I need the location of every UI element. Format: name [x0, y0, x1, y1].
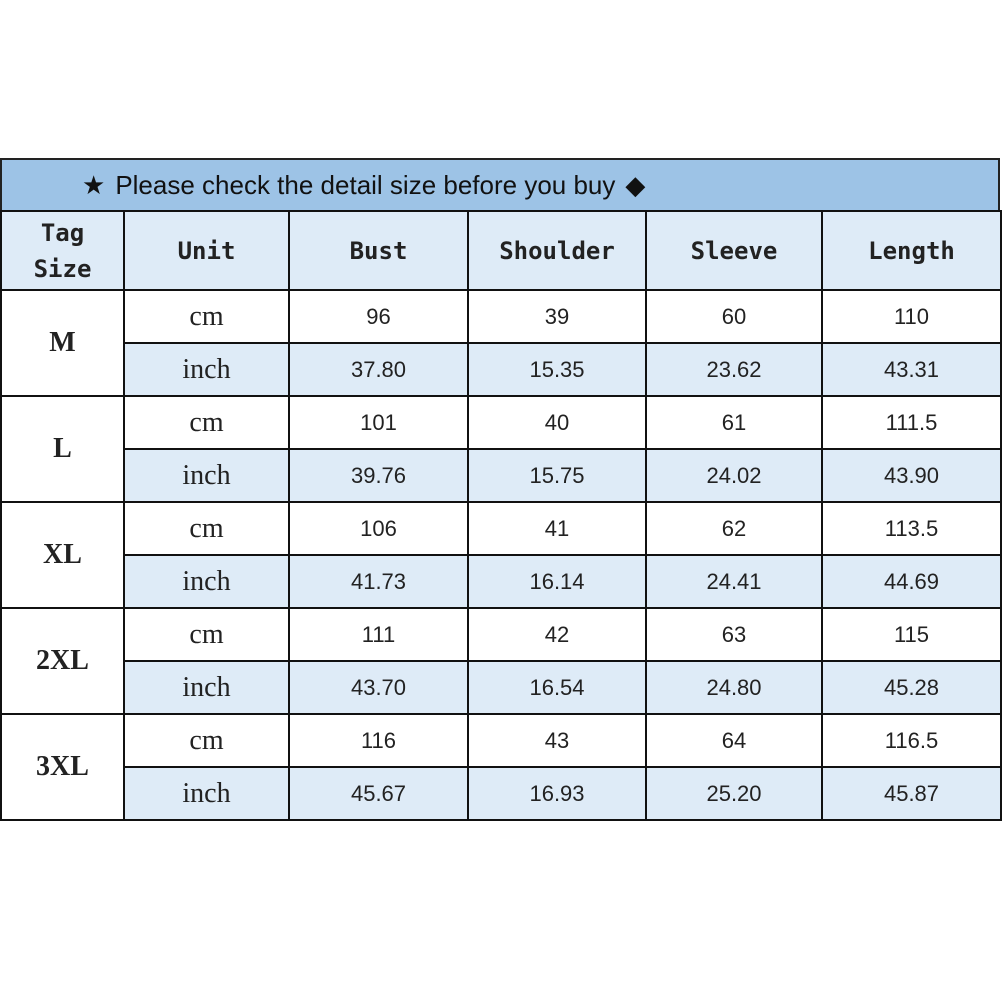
measurement-cell: 111: [288, 607, 469, 662]
size-chart-title: ★ Please check the detail size before yo…: [0, 158, 1000, 210]
size-label: L: [0, 395, 125, 503]
measurement-cell: 39: [467, 289, 647, 344]
unit-cell: cm: [123, 289, 290, 344]
header-bust: Bust: [288, 210, 469, 291]
measurement-cell: 25.20: [645, 766, 823, 821]
measurement-cell: 64: [645, 713, 823, 768]
header-shoulder: Shoulder: [467, 210, 647, 291]
measurement-cell: 45.28: [821, 660, 1002, 715]
measurement-cell: 115: [821, 607, 1002, 662]
unit-cell: cm: [123, 395, 290, 450]
table-row-inch: inch 45.67 16.93 25.20 45.87: [1, 766, 1002, 821]
measurement-cell: 16.54: [467, 660, 647, 715]
measurement-cell: 63: [645, 607, 823, 662]
measurement-cell: 15.35: [467, 342, 647, 397]
size-chart: ★ Please check the detail size before yo…: [0, 158, 1002, 821]
header-tag-size: Tag Size: [0, 210, 125, 291]
measurement-cell: 40: [467, 395, 647, 450]
measurement-cell: 24.02: [645, 448, 823, 503]
measurement-cell: 45.67: [288, 766, 469, 821]
unit-cell: inch: [123, 660, 290, 715]
measurement-cell: 41: [467, 501, 647, 556]
size-label: 2XL: [0, 607, 125, 715]
unit-cell: cm: [123, 713, 290, 768]
measurement-cell: 111.5: [821, 395, 1002, 450]
header-length: Length: [821, 210, 1002, 291]
table-row-inch: inch 39.76 15.75 24.02 43.90: [1, 448, 1002, 503]
measurement-cell: 42: [467, 607, 647, 662]
measurement-cell: 116.5: [821, 713, 1002, 768]
measurement-cell: 23.62: [645, 342, 823, 397]
diamond-icon: ◆: [625, 169, 646, 200]
unit-cell: cm: [123, 607, 290, 662]
measurement-cell: 16.14: [467, 554, 647, 609]
measurement-cell: 43: [467, 713, 647, 768]
star-icon: ★: [82, 169, 106, 200]
size-table: Tag Size Unit Bust Shoulder Sleeve Lengt…: [0, 210, 1002, 821]
measurement-cell: 43.90: [821, 448, 1002, 503]
table-row-cm: 3XL cm 116 43 64 116.5: [0, 713, 1002, 821]
table-row-cm: XL cm 106 41 62 113.5: [0, 501, 1002, 609]
measurement-cell: 116: [288, 713, 469, 768]
measurement-cell: 62: [645, 501, 823, 556]
measurement-cell: 106: [288, 501, 469, 556]
measurement-cell: 24.41: [645, 554, 823, 609]
unit-cell: inch: [123, 342, 290, 397]
header-sleeve: Sleeve: [645, 210, 823, 291]
header-unit: Unit: [123, 210, 290, 291]
measurement-cell: 15.75: [467, 448, 647, 503]
measurement-cell: 24.80: [645, 660, 823, 715]
table-row-inch: inch 43.70 16.54 24.80 45.28: [1, 660, 1002, 715]
table-row-inch: inch 41.73 16.14 24.41 44.69: [1, 554, 1002, 609]
measurement-cell: 43.70: [288, 660, 469, 715]
title-text: Please check the detail size before you …: [115, 169, 616, 200]
measurement-cell: 61: [645, 395, 823, 450]
measurement-cell: 113.5: [821, 501, 1002, 556]
table-row-inch: inch 37.80 15.35 23.62 43.31: [1, 342, 1002, 397]
measurement-cell: 96: [288, 289, 469, 344]
measurement-cell: 60: [645, 289, 823, 344]
measurement-cell: 37.80: [288, 342, 469, 397]
measurement-cell: 16.93: [467, 766, 647, 821]
size-label: 3XL: [0, 713, 125, 821]
measurement-cell: 39.76: [288, 448, 469, 503]
size-label: M: [0, 289, 125, 397]
measurement-cell: 44.69: [821, 554, 1002, 609]
size-label: XL: [0, 501, 125, 609]
unit-cell: inch: [123, 554, 290, 609]
unit-cell: cm: [123, 501, 290, 556]
measurement-cell: 45.87: [821, 766, 1002, 821]
table-row-cm: 2XL cm 111 42 63 115: [0, 607, 1002, 715]
unit-cell: inch: [123, 766, 290, 821]
header-row: Tag Size Unit Bust Shoulder Sleeve Lengt…: [0, 210, 1002, 291]
measurement-cell: 43.31: [821, 342, 1002, 397]
measurement-cell: 41.73: [288, 554, 469, 609]
measurement-cell: 110: [821, 289, 1002, 344]
measurement-cell: 101: [288, 395, 469, 450]
unit-cell: inch: [123, 448, 290, 503]
